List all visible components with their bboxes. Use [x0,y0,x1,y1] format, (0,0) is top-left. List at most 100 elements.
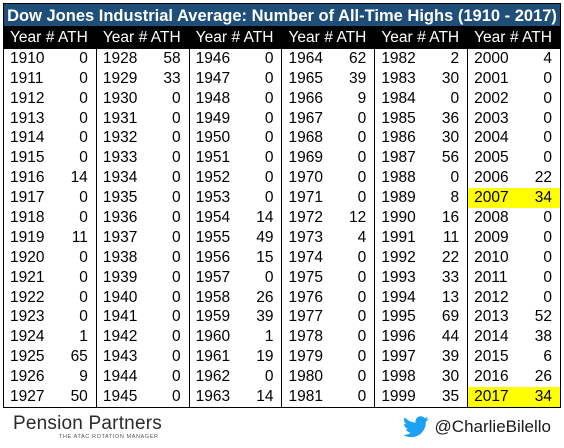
ath-cell: 0 [543,109,552,127]
ath-cell: 0 [79,149,88,167]
table-row: 1920 0 [4,248,96,268]
table-row: 1937 0 [97,228,189,248]
table-row: 1982 2 [375,49,467,69]
ath-cell: 0 [264,69,274,87]
ath-cell: 0 [543,69,552,87]
ath-cell: 0 [357,129,367,147]
table-row: 1936 0 [97,208,189,228]
ath-cell: 62 [349,49,367,67]
table-row: 1981 0 [282,387,374,407]
year-cell: 1981 [288,387,323,405]
year-cell: 1915 [10,149,45,167]
ath-cell: 0 [172,189,181,207]
year-cell: 1956 [195,248,231,266]
year-cell: 1939 [102,268,138,286]
table-row: 2011 0 [468,268,560,288]
ath-cell: 22 [534,169,552,187]
ath-cell: 0 [543,268,552,286]
ath-cell: 34 [515,188,560,209]
header-row: Year # ATH [468,28,560,49]
table-row: 1910 0 [4,49,96,69]
table-row: 1989 8 [375,188,467,208]
column-group: Year # ATH 1910 0 1911 0 1912 0 1913 0 1914 0 1915 0 1… [4,28,96,407]
ath-cell: 0 [172,308,181,326]
ath-cell: 0 [543,248,552,266]
ath-cell: 0 [172,89,181,107]
year-cell: 1962 [195,368,231,386]
ath-cell: 9 [79,368,88,386]
year-header: Year [468,28,516,48]
ath-cell: 36 [441,109,460,127]
ath-cell: 0 [357,308,367,326]
year-cell: 1986 [381,129,416,147]
year-cell: 1984 [381,89,416,107]
year-cell: 2000 [474,49,509,67]
ath-header: # ATH [417,28,468,48]
table-row: 1974 0 [282,248,374,268]
year-cell: 1966 [288,89,323,107]
ath-cell: 0 [79,288,88,306]
table-row: 2009 0 [468,228,560,248]
year-cell: 1978 [288,328,323,346]
year-cell: 1971 [288,189,323,207]
ath-cell: 0 [79,268,88,286]
table-row: 1988 0 [375,168,467,188]
table-row: 1973 4 [282,228,374,248]
table-row: 1951 0 [190,148,282,168]
year-cell: 1938 [102,248,138,266]
table-row: 1942 0 [97,327,189,347]
ath-cell: 6 [543,348,552,366]
table-row: 1946 0 [190,49,282,69]
ath-cell: 0 [79,308,88,326]
table-row: 1959 39 [190,307,282,327]
year-cell: 1970 [288,169,323,187]
ath-cell: 0 [450,169,460,187]
table-row: 2007 34 [468,188,560,209]
year-cell: 1998 [381,368,416,386]
year-cell: 1975 [288,268,323,286]
year-cell: 1961 [195,348,231,366]
ath-cell: 0 [172,109,181,127]
table-row: 1915 0 [4,148,96,168]
year-cell: 1964 [288,49,323,67]
year-cell: 1940 [102,288,138,306]
table-row: 1991 11 [375,228,467,248]
year-cell: 1959 [195,308,231,326]
pension-partners-logo: Pension Partners THE ATAC ROTATION MANAG… [3,413,162,441]
ath-cell: 52 [534,308,552,326]
ath-cell: 22 [441,248,460,266]
year-cell: 1933 [102,149,138,167]
year-cell: 2009 [474,228,509,246]
ath-cell: 0 [172,248,181,266]
ath-cell: 0 [172,129,181,147]
ath-cell: 14 [256,387,274,405]
year-cell: 1918 [10,208,45,226]
ath-cell: 0 [357,169,367,187]
ath-cell: 0 [543,149,552,167]
table-row: 1939 0 [97,268,189,288]
year-cell: 1920 [10,248,45,266]
table-row: 2008 0 [468,208,560,228]
ath-cell: 1 [79,328,88,346]
table-row: 1932 0 [97,128,189,148]
table-row: 1912 0 [4,89,96,109]
ath-header: # ATH [46,28,96,48]
year-cell: 1934 [102,169,138,187]
table-row: 1961 19 [190,347,282,367]
table-row: 1911 0 [4,69,96,89]
table-row: 2005 0 [468,148,560,168]
ath-cell: 0 [79,49,88,67]
ath-cell: 11 [71,228,88,246]
table-row: 2004 0 [468,128,560,148]
table-row: 1953 0 [190,188,282,208]
year-cell: 1994 [381,288,416,306]
ath-table: Year # ATH 1910 0 1911 0 1912 0 1913 0 1914 0 1915 0 1… [3,27,561,408]
year-cell: 1997 [381,348,416,366]
year-cell: 1921 [10,268,45,286]
ath-cell: 0 [543,208,552,226]
year-cell: 1985 [381,109,416,127]
table-row: 1933 0 [97,148,189,168]
year-cell: 1941 [102,308,138,326]
table-row: 2017 34 [468,387,560,407]
